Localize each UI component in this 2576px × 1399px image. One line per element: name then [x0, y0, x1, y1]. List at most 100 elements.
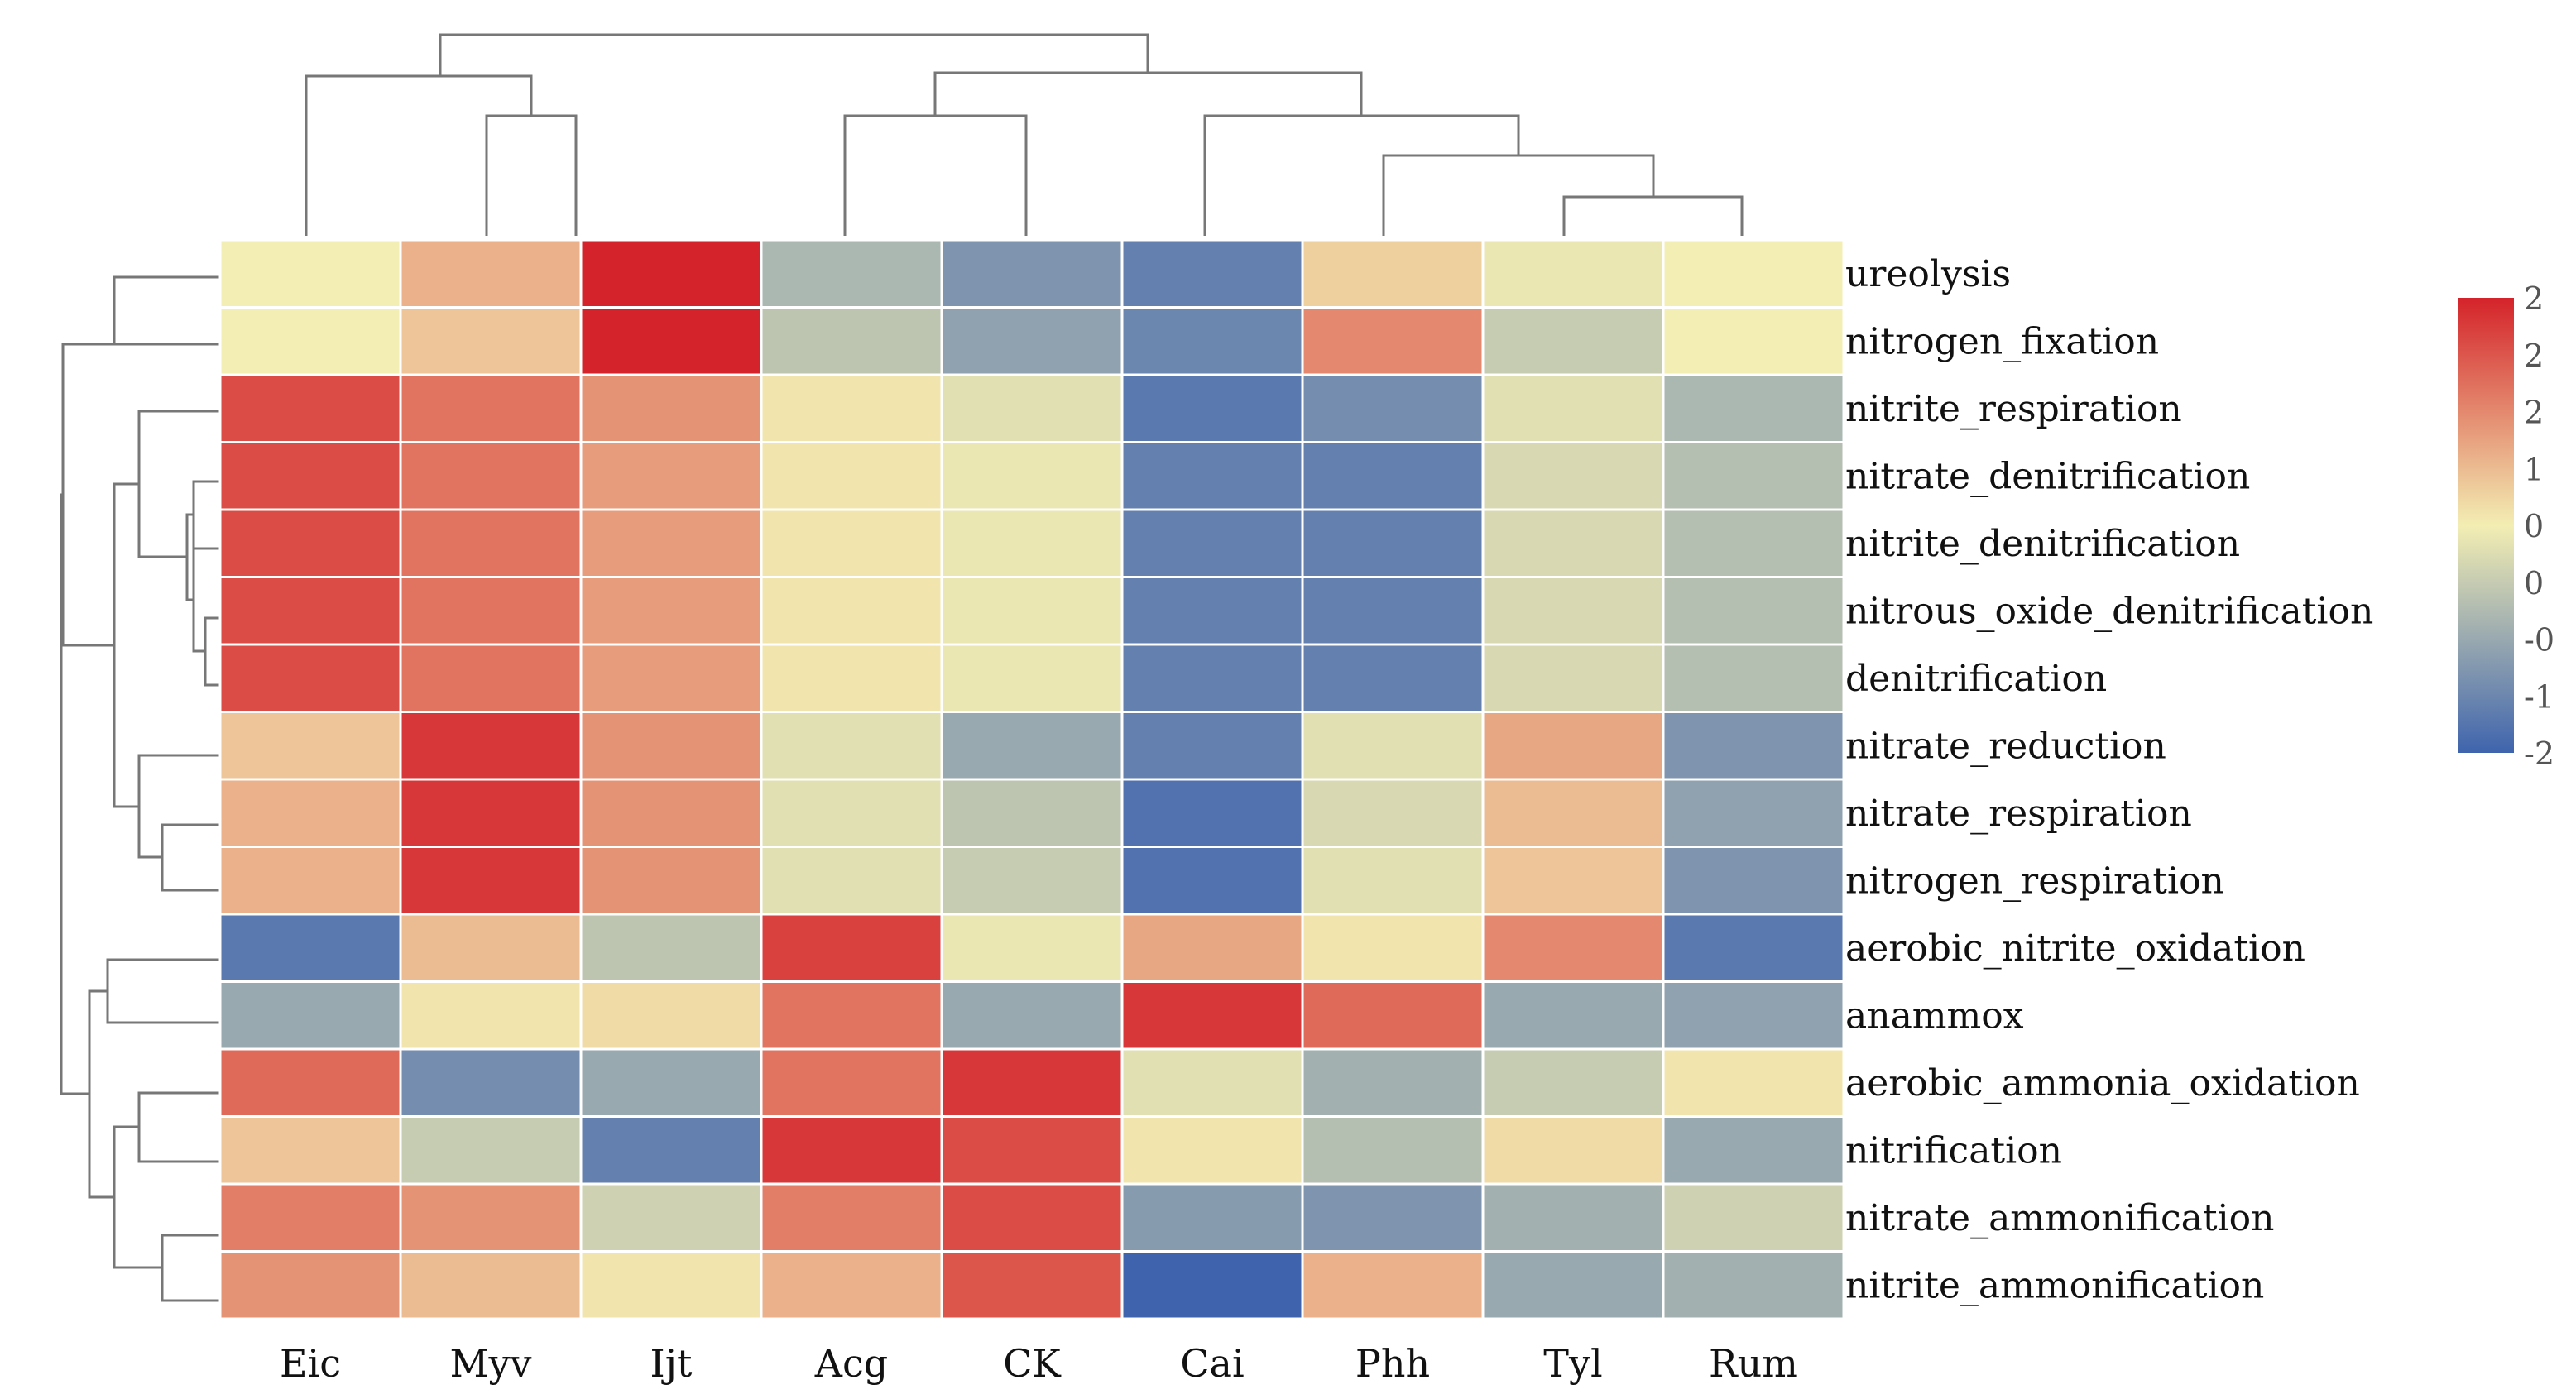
heatmap-cell [1662, 913, 1845, 983]
heatmap-cell [1481, 643, 1665, 713]
heatmap-cell [760, 778, 943, 848]
heatmap-cell [1662, 778, 1845, 848]
heatmap-cell [399, 1047, 583, 1118]
heatmap-cell [1481, 306, 1665, 376]
heatmap-cell [218, 643, 402, 713]
heatmap-cell [940, 576, 1124, 646]
column-label: Acg [814, 1341, 888, 1386]
row-label: nitrogen_fixation [1845, 320, 2159, 362]
heatmap-cell [1120, 1047, 1304, 1118]
heatmap-cell [1662, 238, 1845, 309]
heatmap-cell [1301, 643, 1485, 713]
heatmap-cell [399, 576, 583, 646]
heatmap-cell [218, 441, 402, 511]
row-label: nitrate_reduction [1845, 725, 2166, 767]
column-labels: Eic Myv Ijt Acg CK Cai Phh Tyl Rum [280, 1341, 1798, 1386]
heatmap-cell [760, 846, 943, 916]
row-label: aerobic_nitrite_oxidation [1845, 927, 2305, 970]
row-label: nitrite_ammonification [1845, 1264, 2264, 1306]
heatmap-cell [1481, 1182, 1665, 1253]
heatmap-cell [579, 711, 763, 781]
heatmap-cell [579, 306, 763, 376]
heatmap-cell [1481, 1250, 1665, 1320]
column-label: Eic [280, 1341, 341, 1386]
heatmap-cell [1301, 1182, 1485, 1253]
heatmap-cell [1120, 441, 1304, 511]
heatmap-cell [1662, 1182, 1845, 1253]
heatmap-cell [1481, 238, 1665, 309]
colorbar-ticks: 2 2 2 1 0 0 -0 -1 -2 [2524, 280, 2554, 772]
heatmap-cell [1301, 508, 1485, 578]
heatmap-cell [579, 1182, 763, 1253]
row-dendrogram-branch [204, 616, 220, 687]
heatmap-cell [218, 1047, 402, 1118]
heatmap-cell [1662, 846, 1845, 916]
row-dendrogram-branch [60, 493, 89, 1095]
row-dendrogram-branch [161, 1234, 220, 1302]
heatmap-cell [218, 778, 402, 848]
heatmap-cell [760, 913, 943, 983]
heatmap-cell [399, 846, 583, 916]
heatmap-cell [579, 1047, 763, 1118]
heatmap-cell [1120, 373, 1304, 443]
row-label: aerobic_ammonia_oxidation [1845, 1062, 2360, 1104]
heatmap-cell [1301, 980, 1485, 1051]
heatmap-cell [1120, 306, 1304, 376]
heatmap-cell [760, 1182, 943, 1253]
heatmap-cell [1481, 1047, 1665, 1118]
heatmap-cell [940, 1047, 1124, 1118]
heatmap-cell [1301, 1047, 1485, 1118]
heatmap-cell [399, 711, 583, 781]
row-label: nitrite_respiration [1845, 388, 2182, 430]
heatmap-cell [1301, 373, 1485, 443]
column-dendrogram-branch [843, 114, 1028, 236]
row-label: anammox [1845, 994, 2024, 1037]
heatmap-cell [760, 306, 943, 376]
heatmap-cell [1481, 846, 1665, 916]
heatmap-cell [579, 980, 763, 1051]
row-label: nitrification [1845, 1129, 2062, 1171]
column-dendrogram-branch [439, 33, 1149, 76]
heatmap-cell [1662, 980, 1845, 1051]
heatmap-cell [760, 1250, 943, 1320]
heatmap-cell [1301, 913, 1485, 983]
heatmap-cell [1120, 711, 1304, 781]
heatmap-cell [218, 1250, 402, 1320]
column-dendrogram-branch [485, 114, 578, 236]
row-dendrogram-branch [61, 343, 114, 647]
heatmap-cell [760, 576, 943, 646]
row-dendrogram-branch [137, 754, 220, 859]
row-label: nitrite_denitrification [1845, 523, 2240, 565]
heatmap-cell [1301, 711, 1485, 781]
row-label: nitrate_ammonification [1845, 1197, 2274, 1239]
row-label: nitrate_respiration [1845, 793, 2192, 835]
row-dendrogram [60, 275, 220, 1302]
heatmap-cell [579, 441, 763, 511]
heatmap-cell [760, 441, 943, 511]
column-label: Myv [449, 1341, 531, 1386]
heatmap-cell [579, 913, 763, 983]
row-label: denitrification [1845, 658, 2107, 700]
heatmap-cell [399, 373, 583, 443]
row-dendrogram-branch [161, 823, 220, 892]
heatmap-cell [399, 306, 583, 376]
heatmap-cell [1301, 576, 1485, 646]
row-dendrogram-branch [192, 547, 220, 653]
heatmap-cell [1662, 441, 1845, 511]
heatmap-cell [1120, 913, 1304, 983]
heatmap-cell [940, 306, 1124, 376]
heatmap-cell [218, 980, 402, 1051]
heatmap-cell [218, 576, 402, 646]
colorbar-tick-label: -0 [2524, 622, 2554, 659]
heatmap-cell [579, 1250, 763, 1320]
heatmap-cell [1120, 980, 1304, 1051]
heatmap-cell [1301, 1115, 1485, 1186]
row-dendrogram-branch [137, 1091, 220, 1163]
heatmap-cell [1301, 1250, 1485, 1320]
heatmap-cell [399, 643, 583, 713]
heatmap-cell [399, 238, 583, 309]
heatmap-cell [579, 508, 763, 578]
row-dendrogram-branch [192, 480, 220, 549]
heatmap-cell [760, 373, 943, 443]
heatmap-cell [399, 1182, 583, 1253]
